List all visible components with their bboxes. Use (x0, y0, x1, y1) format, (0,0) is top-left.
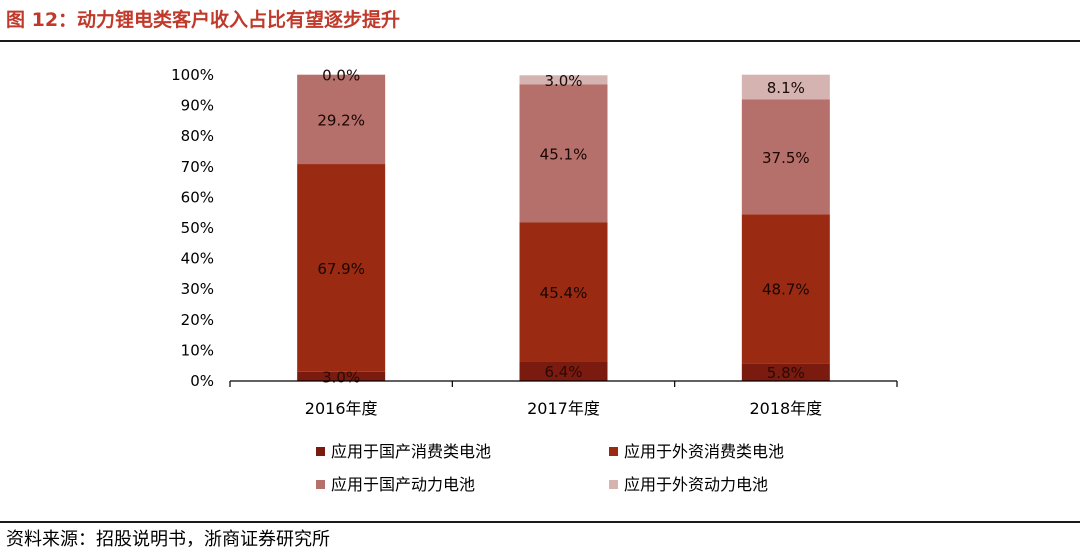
data-label: 6.4% (544, 363, 582, 381)
bar-segment (297, 164, 386, 372)
data-label: 3.0% (322, 368, 360, 386)
y-tick-label: 0% (190, 372, 214, 390)
legend-swatch (609, 480, 618, 489)
source-rule (0, 521, 1080, 523)
x-tick-label: 2016年度 (305, 399, 378, 418)
x-tick-label: 2017年度 (527, 399, 600, 418)
y-tick-label: 80% (181, 127, 214, 145)
data-label: 8.1% (767, 79, 805, 97)
data-label: 0.0% (322, 67, 360, 85)
figure-title: 图 12：动力锂电类客户收入占比有望逐步提升 (6, 9, 401, 31)
data-label: 45.1% (540, 145, 588, 163)
legend-swatch (316, 480, 325, 489)
bar-segment (741, 363, 830, 381)
legend-label: 应用于外资动力电池 (624, 475, 768, 494)
y-tick-label: 100% (171, 66, 214, 84)
bar-segment (519, 75, 608, 85)
y-tick-label: 30% (181, 280, 214, 298)
data-label: 29.2% (317, 111, 365, 129)
legend-label: 应用于国产动力电池 (331, 475, 475, 494)
data-label: 37.5% (762, 149, 810, 167)
bar-segment (519, 222, 608, 362)
data-label: 48.7% (762, 281, 810, 299)
legend-label: 应用于外资消费类电池 (624, 442, 784, 461)
bar-segment (741, 99, 830, 215)
legend-label: 应用于国产消费类电池 (331, 442, 491, 461)
y-tick-label: 70% (181, 158, 214, 176)
source-note: 资料来源：招股说明书，浙商证券研究所 (6, 529, 330, 550)
bar-segment (519, 361, 608, 381)
y-tick-label: 40% (181, 250, 214, 268)
y-tick-label: 60% (181, 188, 214, 206)
data-label: 3.0% (544, 72, 582, 90)
y-tick-label: 10% (181, 341, 214, 359)
bar-segment (741, 214, 830, 364)
stacked-bar-chart: 0% 10% 20% 30% 40% 50% 60% 70% 80% 90% 100% 3.0% 67.… (171, 66, 898, 494)
bar-segment (297, 371, 386, 381)
x-tick-label: 2018年度 (749, 399, 822, 418)
data-label: 5.8% (767, 364, 805, 382)
data-label: 67.9% (317, 260, 365, 278)
data-label: 45.4% (540, 284, 588, 302)
legend-swatch (609, 447, 618, 456)
y-tick-label: 90% (181, 97, 214, 115)
bar-segment (741, 74, 830, 100)
title-rule (0, 40, 1080, 42)
bar-segment (297, 74, 386, 165)
y-tick-label: 50% (181, 219, 214, 237)
bar-segment (519, 84, 608, 223)
y-tick-label: 20% (181, 311, 214, 329)
legend-swatch (316, 447, 325, 456)
